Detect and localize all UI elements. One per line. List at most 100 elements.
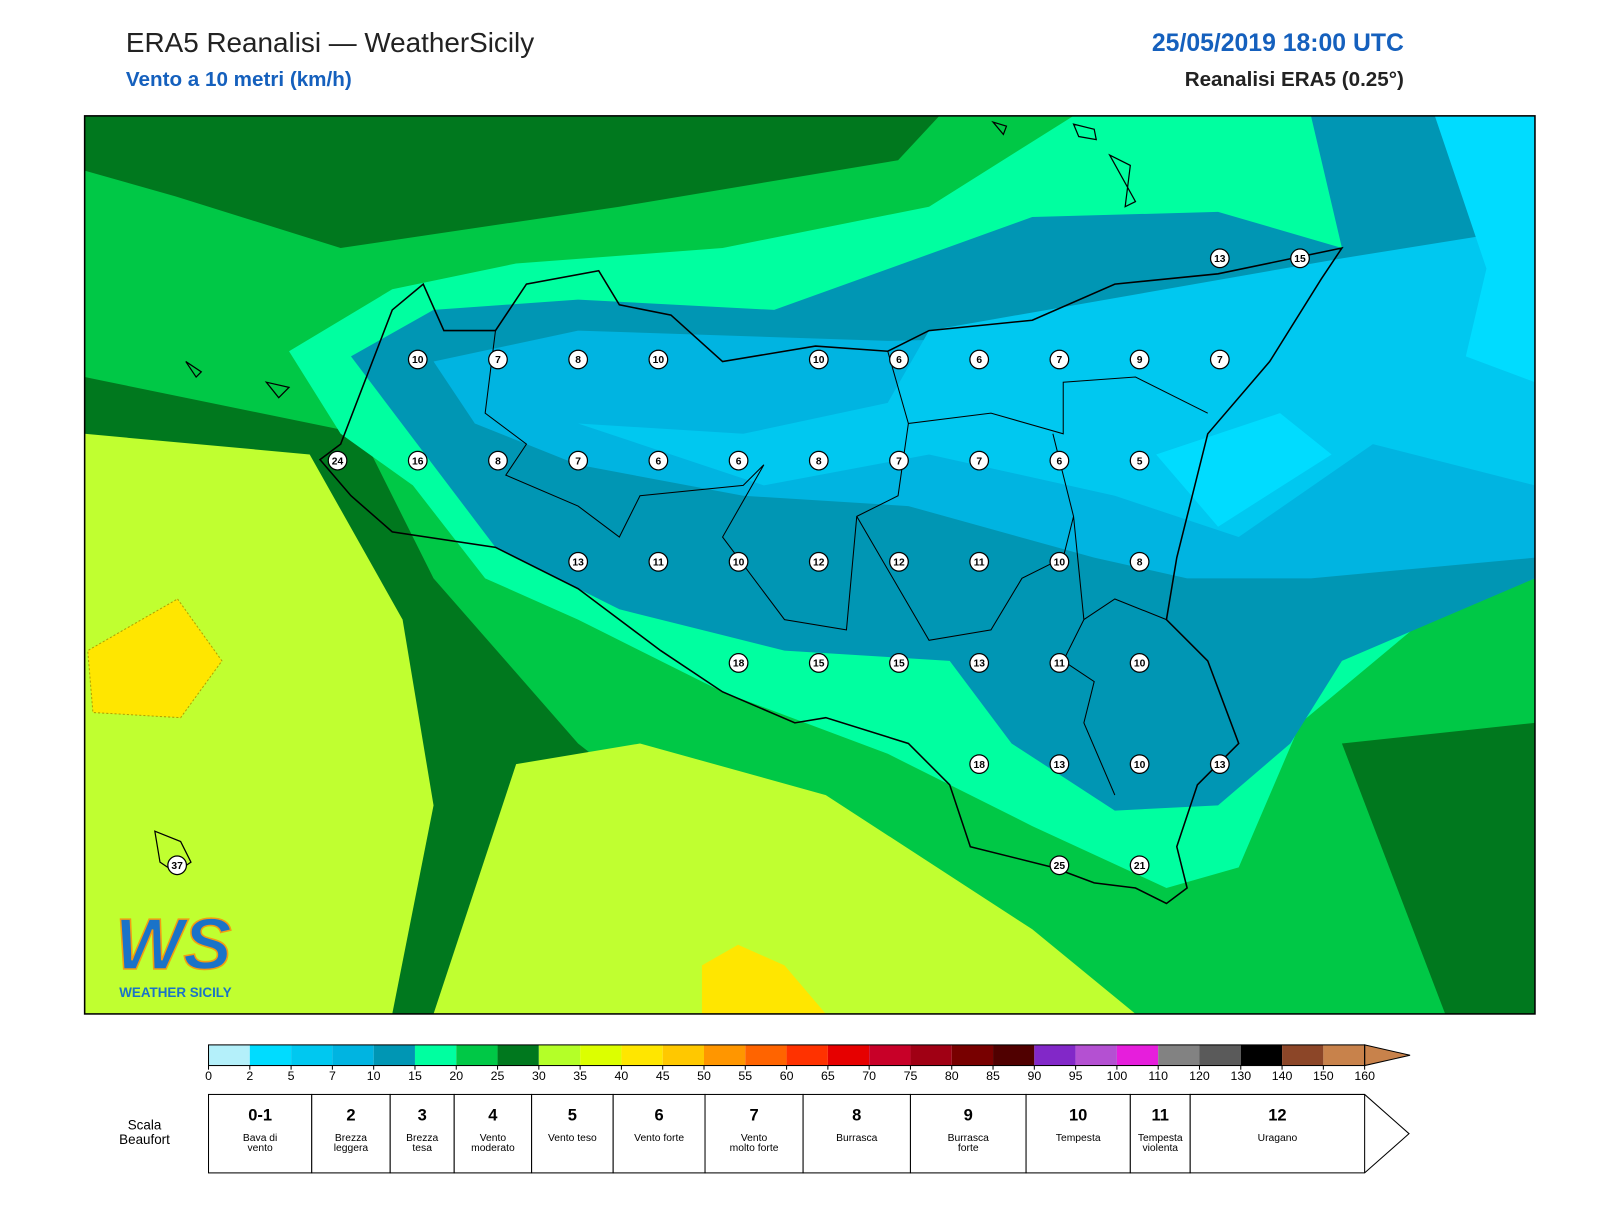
beaufort-force: 4 — [488, 1106, 498, 1124]
tick-label: 25 — [491, 1069, 505, 1083]
title: ERA5 Reanalisi — WeatherSicily — [126, 27, 534, 58]
station-value: 25 — [1054, 861, 1066, 872]
color-swatch — [249, 1044, 292, 1066]
station-value: 10 — [813, 355, 825, 366]
color-swatch — [745, 1044, 787, 1066]
beaufort-box — [453, 1093, 533, 1174]
station-value: 6 — [976, 355, 982, 366]
station-marker — [568, 349, 589, 370]
station-value: 12 — [813, 558, 825, 569]
datetime: 25/05/2019 18:00 UTC — [1152, 30, 1404, 57]
station-marker — [969, 551, 990, 572]
beaufort-box — [802, 1093, 911, 1174]
color-swatch — [1199, 1044, 1241, 1066]
color-swatch — [1075, 1044, 1117, 1066]
field-25-30 — [1341, 722, 1535, 1014]
color-swatch — [1034, 1044, 1076, 1066]
station-value: 10 — [1134, 659, 1146, 670]
station-marker — [808, 551, 829, 572]
beaufort-force: 12 — [1268, 1106, 1286, 1124]
station-value: 15 — [1294, 254, 1306, 265]
beaufort-name: Brezza tesa — [406, 1133, 439, 1155]
color-swatch — [910, 1044, 952, 1066]
station-marker — [889, 653, 909, 673]
beaufort-name: Bava di vento — [242, 1133, 278, 1155]
field-2-5 — [1156, 413, 1332, 527]
color-swatch — [662, 1044, 704, 1066]
tick-label: 50 — [697, 1069, 711, 1083]
color-swatch — [332, 1044, 374, 1066]
beaufort-name: Burrasca — [836, 1133, 878, 1144]
station-marker — [648, 349, 669, 370]
tick-label: 60 — [780, 1069, 794, 1083]
station-value: 13 — [572, 558, 584, 569]
tick-label: 5 — [288, 1069, 295, 1083]
color-swatch — [951, 1044, 994, 1066]
tick-label: 120 — [1189, 1069, 1210, 1083]
color-swatch — [373, 1044, 415, 1066]
color-swatch — [291, 1044, 333, 1066]
station-marker — [1209, 248, 1230, 269]
tick-label: 130 — [1230, 1069, 1251, 1083]
station-marker — [488, 450, 508, 471]
color-swatch — [414, 1044, 457, 1066]
station-marker — [648, 551, 669, 572]
color-swatch — [1158, 1044, 1200, 1066]
station-value: 7 — [495, 355, 501, 366]
station-marker — [728, 551, 749, 572]
stations: 13 15 10 7 8 10 10 6 6 7 9 7 24 16 8 7 6 6 8 7 7 6 5 13 11 10 12 12… — [167, 248, 1310, 876]
station-marker — [1049, 551, 1070, 572]
station-value: 8 — [1137, 558, 1143, 569]
station-marker — [969, 349, 990, 370]
subtitle: Vento a 10 metri (km/h) — [126, 68, 352, 91]
station-value: 13 — [1054, 760, 1066, 771]
station-marker — [1049, 349, 1070, 370]
station-marker — [728, 450, 749, 471]
beaufort-name: Vento moderato — [471, 1133, 515, 1155]
beaufort-force: 5 — [568, 1106, 577, 1124]
beaufort-name: Tempesta violenta — [1137, 1133, 1183, 1155]
beaufort-name: Vento molto forte — [729, 1133, 779, 1155]
tick-label: 90 — [1027, 1069, 1041, 1083]
beaufort-name-box: Brezza leggera — [334, 1134, 368, 1154]
station-value: 8 — [575, 355, 581, 366]
station-value: 6 — [896, 355, 902, 366]
tick-label: 35 — [573, 1069, 587, 1083]
tick-label: 2 — [246, 1069, 253, 1083]
station-value: 8 — [495, 456, 501, 467]
beaufort-force: 3 — [418, 1106, 427, 1124]
station-marker — [728, 653, 749, 673]
station-marker — [1209, 754, 1230, 775]
tick-label: 0 — [205, 1069, 212, 1083]
beaufort-force: 2 — [346, 1106, 355, 1124]
color-swatch — [208, 1044, 250, 1066]
station-marker — [488, 349, 508, 370]
province-borders — [484, 330, 1208, 796]
station-marker — [969, 450, 990, 471]
station-marker — [808, 450, 829, 471]
station-value: 9 — [1137, 355, 1143, 366]
station-value: 15 — [893, 659, 905, 670]
station-marker — [407, 349, 428, 370]
station-value: 13 — [1214, 254, 1226, 265]
station-marker — [808, 349, 829, 370]
station-marker — [969, 754, 990, 775]
station-marker — [1209, 349, 1230, 370]
station-value: 11 — [974, 558, 985, 569]
station-value: 24 — [332, 456, 344, 467]
field-25-30 — [84, 115, 940, 248]
beaufort-force: 6 — [655, 1106, 664, 1124]
tick-label: 15 — [408, 1069, 422, 1083]
field-2-5 — [1434, 115, 1535, 383]
station-value: 6 — [1057, 456, 1063, 467]
beaufort-force: 10 — [1069, 1106, 1087, 1124]
station-marker — [1049, 754, 1070, 775]
beaufort-scale: 0-1 Bava di vento 2 Brezza leggera 3 Brezza t… — [208, 1093, 1410, 1174]
station-marker — [568, 450, 589, 471]
beaufort-name-box: Tempesta violenta — [1137, 1133, 1183, 1155]
color-swatch — [786, 1044, 828, 1066]
station-value: 15 — [813, 659, 825, 670]
tick-label: 80 — [945, 1069, 959, 1083]
